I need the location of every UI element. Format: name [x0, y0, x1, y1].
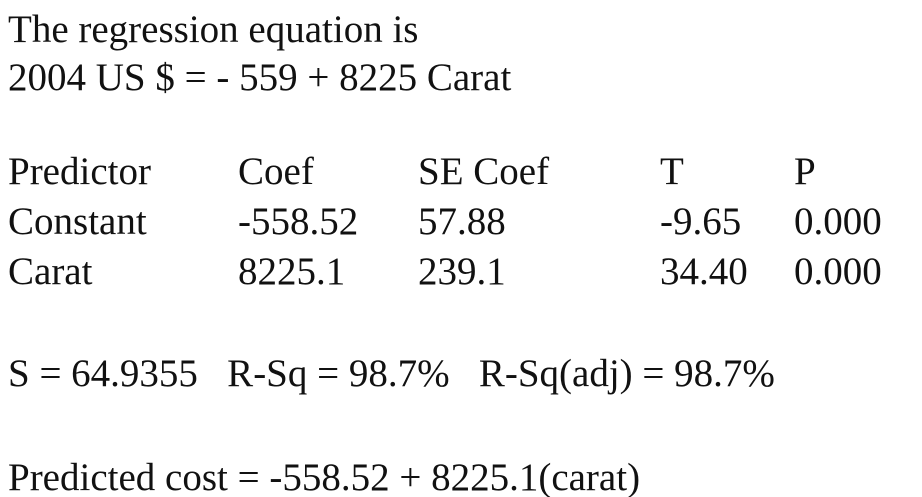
column-header: P	[794, 150, 816, 193]
equation: 2004 US $ = - 559 + 8225 Carat	[8, 56, 512, 99]
column-header: Predictor	[8, 150, 151, 193]
table-cell: 57.88	[418, 200, 506, 243]
column-header: T	[660, 150, 684, 193]
column-header: SE Coef	[418, 150, 550, 193]
table-cell: 239.1	[418, 250, 506, 293]
table-cell: 8225.1	[238, 250, 346, 293]
table-cell: -558.52	[238, 200, 359, 243]
table-cell: Constant	[8, 200, 147, 243]
table-cell: Carat	[8, 250, 93, 293]
prediction: Predicted cost = -558.52 + 8225.1(carat)	[8, 456, 641, 497]
table-cell: 0.000	[794, 200, 882, 243]
summary: S = 64.9355 R-Sq = 98.7% R-Sq(adj) = 98.…	[8, 352, 775, 395]
title: The regression equation is	[8, 8, 419, 51]
column-header: Coef	[238, 150, 314, 193]
table-cell: -9.65	[660, 200, 742, 243]
table-cell: 0.000	[794, 250, 882, 293]
table-cell: 34.40	[660, 250, 748, 293]
